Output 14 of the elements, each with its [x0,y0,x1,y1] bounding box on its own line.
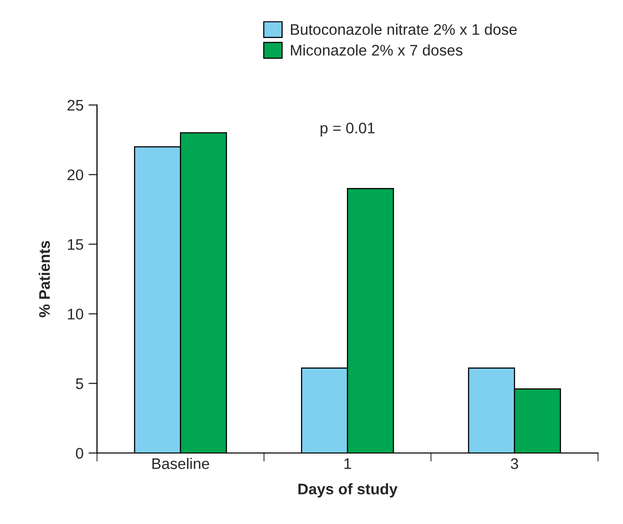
legend-label: Butoconazole nitrate 2% x 1 dose [290,24,517,35]
y-tick-label: 20 [68,169,84,180]
x-tick-label: 3 [510,458,518,470]
y-tick-label: 25 [68,100,84,111]
legend-label: Miconazole 2% x 7 doses [290,44,462,56]
y-tick-label: 10 [68,308,84,320]
x-axis-title: Days of study [298,483,398,498]
y-axis-title: % Patients [38,240,50,318]
x-tick-label: 1 [344,458,352,469]
annotation: p = 0.01 [320,122,375,136]
y-tick-label: 0 [76,448,84,459]
y-tick-label: 15 [68,239,84,250]
y-tick-label: 5 [76,378,84,390]
x-tick-label: Baseline [152,458,210,470]
